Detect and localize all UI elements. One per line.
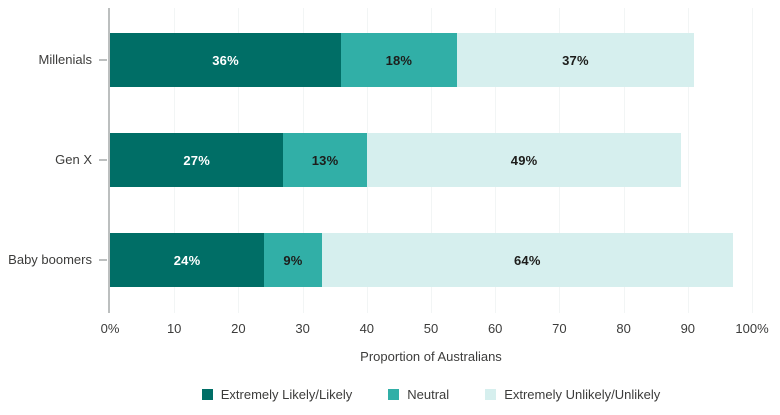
category-label: Baby boomers [8, 252, 92, 267]
legend-item: Extremely Likely/Likely [201, 387, 353, 402]
legend-label: Neutral [407, 387, 450, 402]
legend-label: Extremely Likely/Likely [220, 387, 353, 402]
x-tick-label: 70 [552, 321, 567, 336]
x-tick-label: 10 [166, 321, 182, 336]
category-tick [99, 259, 107, 261]
bar-segment: 64% [321, 233, 733, 287]
bar-value-label: 18% [385, 52, 413, 68]
bar-row: 36% 18% 37% [110, 33, 752, 87]
category-tick [99, 159, 107, 161]
bar-segment: 9% [264, 233, 322, 287]
bar-segment: 24% [110, 233, 265, 287]
x-tick-label: 30 [295, 321, 310, 336]
legend: Extremely Likely/Likely Neutral Extremely … [110, 387, 752, 402]
bar-value-label: 36% [212, 52, 239, 68]
x-tick-label: 80 [616, 321, 631, 336]
x-tick-label: 40 [359, 321, 375, 336]
legend-swatch [388, 389, 400, 400]
bar-segment: 37% [456, 33, 695, 87]
bar-value-label: 37% [562, 52, 589, 68]
bar-value-label: 64% [513, 252, 541, 268]
legend-swatch [201, 389, 213, 400]
bar-segment: 36% [110, 33, 342, 87]
bar-row: 24% 9% 64% [110, 233, 752, 287]
category-label: Millenials [38, 52, 92, 67]
bar-segment: 27% [110, 133, 284, 187]
legend-label: Extremely Unlikely/Unlikely [504, 387, 661, 402]
legend-item: Neutral [388, 387, 449, 402]
legend-swatch [485, 389, 497, 400]
x-tick-label: 0% [100, 321, 120, 336]
x-tick-label: 60 [487, 321, 503, 336]
bar-value-label: 27% [183, 152, 210, 168]
x-tick-label: 20 [231, 321, 246, 336]
category-label: Gen X [55, 152, 92, 167]
x-tick-label: 100% [735, 321, 769, 336]
plot-area: 36% 18% 37% 27% 13% 49% 24% 9% 64% [108, 8, 753, 313]
bar-value-label: 49% [510, 152, 538, 168]
category-tick [99, 59, 107, 61]
gridline [687, 8, 689, 313]
bar-row: 27% 13% 49% [110, 133, 752, 187]
x-axis-title: Proportion of Australians [360, 349, 502, 364]
x-tick-label: 90 [680, 321, 696, 336]
bar-value-label: 13% [311, 152, 339, 168]
legend-item: Extremely Unlikely/Unlikely [485, 387, 660, 402]
bar-value-label: 24% [173, 252, 201, 268]
bar-segment: 49% [366, 133, 682, 187]
x-tick-label: 50 [423, 321, 439, 336]
bar-segment: 18% [341, 33, 457, 87]
y-axis-line [108, 8, 110, 313]
bar-segment: 13% [283, 133, 367, 187]
gridline [752, 8, 753, 313]
bar-value-label: 9% [283, 252, 303, 268]
